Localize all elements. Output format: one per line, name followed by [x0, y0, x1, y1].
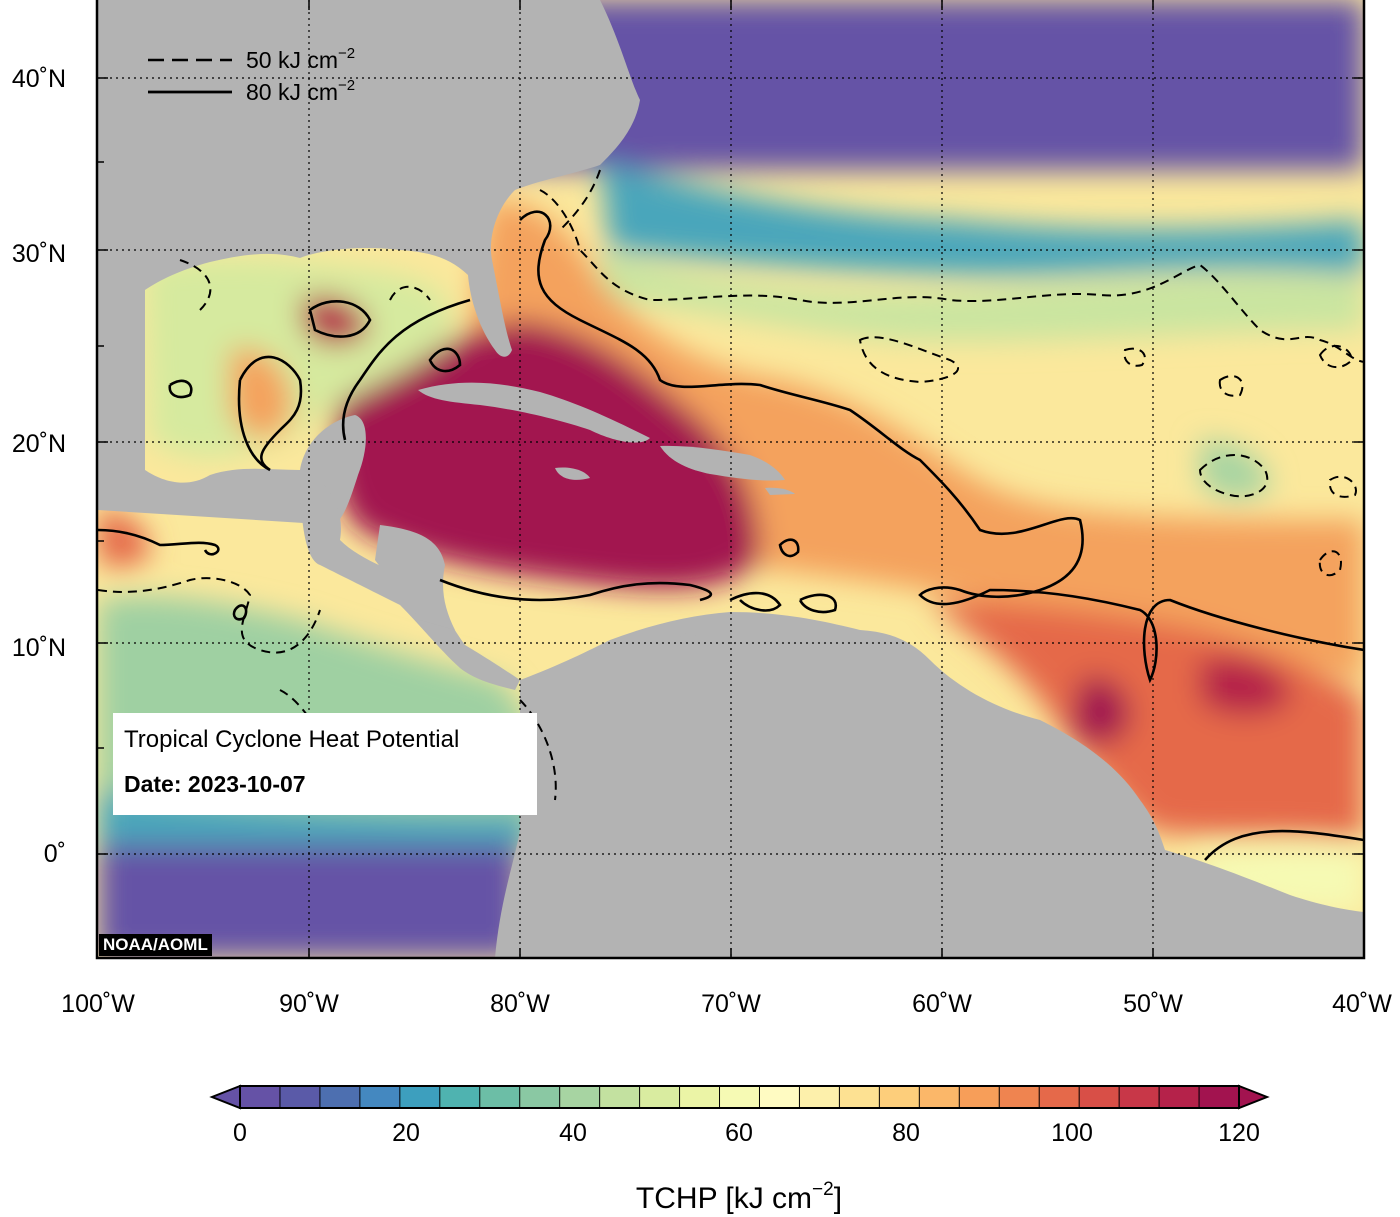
colorbar-cell	[439, 1086, 481, 1108]
lon-label: 80˚W	[490, 990, 550, 1018]
contour-legend-80: 80 kJ cm−2	[246, 77, 355, 105]
colorbar-high-arrow	[1238, 1084, 1270, 1110]
lat-label: 20˚N	[12, 430, 66, 458]
contour-80	[98, 210, 1364, 861]
lon-label: 40˚W	[1332, 990, 1392, 1018]
lat-label: 0˚	[44, 840, 66, 868]
colorbar-cell	[559, 1086, 601, 1108]
credit-badge: NOAA/AOML	[99, 934, 212, 956]
colorbar-cell	[1079, 1086, 1120, 1108]
colorbar-cell	[839, 1086, 880, 1108]
cbar-tick-label: 80	[892, 1119, 920, 1147]
colorbar-cell	[799, 1086, 840, 1108]
colorbar-cell	[1039, 1086, 1080, 1108]
colorbar-cell	[959, 1086, 1000, 1108]
lat-label: 10˚N	[12, 634, 66, 662]
contour-50	[98, 169, 1364, 801]
colorbar-cell	[879, 1086, 920, 1108]
colorbar-title: TCHP [kJ cm−2]	[636, 1179, 842, 1215]
cbar-tick-label: 100	[1051, 1119, 1093, 1147]
lon-label: 60˚W	[912, 990, 972, 1018]
info-box: Tropical Cyclone Heat Potential Date: 20…	[113, 713, 537, 815]
cbar-tick-label: 0	[233, 1119, 247, 1147]
colorbar-low-arrow	[209, 1084, 241, 1110]
colorbar-cell	[279, 1086, 321, 1108]
colorbar-cell	[639, 1086, 681, 1108]
colorbar-cell	[719, 1086, 761, 1108]
cbar-tick-label: 40	[559, 1119, 587, 1147]
colorbar-cell	[759, 1086, 801, 1108]
lon-label: 90˚W	[279, 990, 339, 1018]
colorbar-cell	[999, 1086, 1040, 1108]
colorbar-cell	[1199, 1086, 1240, 1108]
lon-label: 70˚W	[701, 990, 761, 1018]
colorbar-frame	[239, 1085, 1240, 1109]
colorbar-cell	[919, 1086, 960, 1108]
colorbar-cell	[599, 1086, 641, 1108]
tick-marks	[98, 0, 1364, 958]
contour-legend: 50 kJ cm−2 80 kJ cm−2	[148, 45, 355, 105]
colorbar-cells	[240, 1086, 1240, 1108]
colorbar-cell	[1159, 1086, 1200, 1108]
lat-label: 40˚N	[12, 65, 66, 93]
colorbar-ticks	[279, 1086, 1200, 1108]
colorbar-cell	[1119, 1086, 1160, 1108]
colorbar-cell	[519, 1086, 561, 1108]
colorbar-cell	[240, 1086, 281, 1108]
lat-label: 30˚N	[12, 240, 66, 268]
lon-label: 100˚W	[61, 990, 135, 1018]
contour-legend-50: 50 kJ cm−2	[246, 45, 355, 73]
cbar-tick-label: 120	[1218, 1119, 1260, 1147]
date-label: Date:	[124, 771, 182, 797]
date-row: Date: 2023-10-07	[124, 771, 537, 798]
land	[98, 0, 1364, 958]
colorbar: 0 20 40 60 80 100 120 TCHP [kJ cm−2]	[209, 1084, 1270, 1215]
cbar-tick-label: 60	[725, 1119, 753, 1147]
colorbar-cell	[399, 1086, 441, 1108]
cbar-tick-label: 20	[392, 1119, 420, 1147]
colorbar-cell	[679, 1086, 721, 1108]
map-title: Tropical Cyclone Heat Potential	[124, 726, 460, 753]
colorbar-cell	[319, 1086, 361, 1108]
colorbar-cell	[479, 1086, 521, 1108]
colorbar-cell	[359, 1086, 401, 1108]
date-value: 2023-10-07	[187, 771, 306, 797]
lon-label: 50˚W	[1123, 990, 1183, 1018]
